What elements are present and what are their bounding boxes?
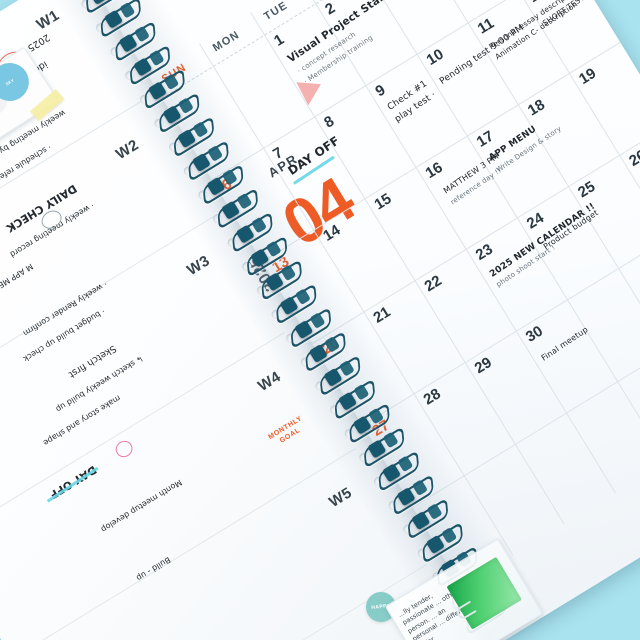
day-number: 29 bbox=[471, 353, 495, 378]
week-label-w4: W4 bbox=[255, 368, 285, 395]
weekday-tue: TUE bbox=[261, 0, 291, 23]
week-label-w5: W5 bbox=[326, 484, 356, 511]
event-note: Final meetup bbox=[539, 324, 590, 363]
day-number: 16 bbox=[422, 158, 446, 183]
event-note: SHORT TEST BEGIN → ENP bbox=[541, 0, 631, 28]
day-number: 15 bbox=[371, 190, 395, 214]
day-number: 11 bbox=[474, 14, 498, 38]
left-note-14: Month meetup develop bbox=[99, 477, 184, 534]
day-number: 19 bbox=[576, 64, 600, 89]
sticker-dot-sky-label: SKY bbox=[4, 77, 16, 87]
week-label-w2: W2 bbox=[112, 136, 142, 164]
day-number: 23 bbox=[472, 240, 496, 264]
day-number: 17 bbox=[473, 127, 497, 151]
monthly-goal-label: MONTHLY GOAL bbox=[267, 415, 304, 445]
week-label-w1: W1 bbox=[33, 6, 63, 34]
left-note-5: DAILY CHECK bbox=[3, 181, 80, 235]
day-number: 9 bbox=[372, 81, 389, 101]
week-label-w3: W3 bbox=[184, 252, 213, 279]
day-number: 28 bbox=[420, 385, 444, 409]
day-number: 22 bbox=[421, 272, 445, 296]
triangle-sticker bbox=[296, 72, 327, 106]
day-number: 30 bbox=[522, 322, 546, 346]
day-number: 18 bbox=[524, 96, 548, 120]
day-number: 25 bbox=[575, 178, 599, 202]
annotation-circle-pink bbox=[112, 437, 136, 461]
day-number: 12 bbox=[526, 0, 549, 6]
day-number: 8 bbox=[321, 112, 338, 132]
sticker-dot-sky: SKY bbox=[0, 55, 37, 109]
day-number: 7 bbox=[270, 144, 287, 163]
left-note-7: M APP MENU bbox=[0, 261, 35, 296]
day-number: 1 bbox=[271, 30, 288, 50]
day-number: 2 bbox=[322, 0, 339, 19]
day-number: 24 bbox=[523, 209, 547, 233]
day-number: 21 bbox=[370, 303, 394, 327]
day-number: 26 bbox=[626, 146, 640, 170]
day-number: 14 bbox=[320, 221, 344, 245]
left-note-15: Build - up bbox=[134, 555, 173, 583]
day-number: 10 bbox=[423, 45, 447, 69]
